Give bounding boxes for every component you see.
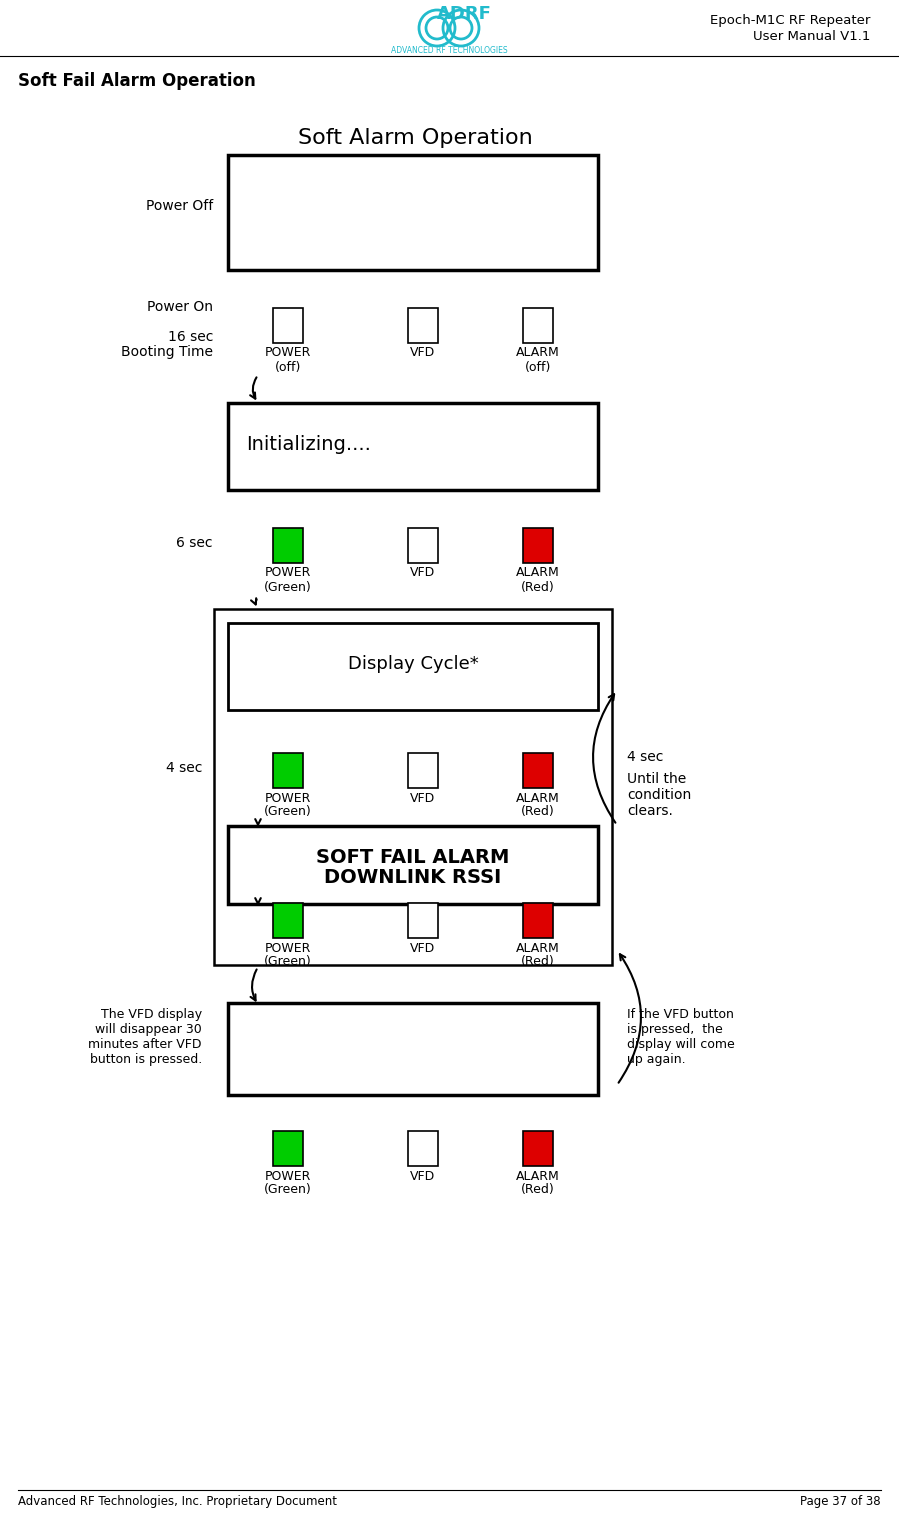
Bar (523, 308, 553, 342)
Text: (Red): (Red) (521, 1184, 555, 1196)
Text: Until the: Until the (627, 772, 686, 786)
Text: Epoch-M1C RF Repeater: Epoch-M1C RF Repeater (709, 14, 870, 27)
Text: ALARM: ALARM (516, 792, 560, 804)
Text: Initializing....: Initializing.... (246, 435, 371, 453)
Text: (Red): (Red) (521, 806, 555, 818)
Text: 16 sec: 16 sec (167, 330, 213, 343)
Text: ADRF: ADRF (437, 5, 492, 23)
Text: (Red): (Red) (521, 955, 555, 969)
Text: will disappear 30: will disappear 30 (95, 1022, 202, 1036)
Bar (228, 1003, 598, 1096)
Text: VFD: VFD (410, 346, 436, 360)
Text: up again.: up again. (627, 1053, 686, 1067)
Text: Page 37 of 38: Page 37 of 38 (800, 1495, 881, 1508)
Text: 4 sec: 4 sec (165, 761, 202, 775)
Bar (408, 1131, 438, 1166)
Text: 4 sec: 4 sec (627, 749, 663, 765)
Text: ADVANCED RF TECHNOLOGIES: ADVANCED RF TECHNOLOGIES (391, 46, 507, 55)
Bar (523, 528, 553, 563)
Text: VFD: VFD (410, 942, 436, 954)
Text: 6 sec: 6 sec (176, 536, 213, 549)
Text: POWER: POWER (265, 1169, 311, 1183)
Text: (Green): (Green) (264, 955, 312, 969)
Text: SOFT FAIL ALARM: SOFT FAIL ALARM (316, 848, 510, 867)
Bar (228, 156, 598, 270)
Text: ALARM: ALARM (516, 346, 560, 360)
Bar (273, 902, 303, 937)
Text: ALARM: ALARM (516, 942, 560, 954)
Text: ALARM: ALARM (516, 566, 560, 580)
Text: Soft Fail Alarm Operation: Soft Fail Alarm Operation (18, 72, 255, 90)
Bar (523, 752, 553, 787)
Text: VFD: VFD (410, 566, 436, 580)
Text: (Green): (Green) (264, 1184, 312, 1196)
Bar (523, 1131, 553, 1166)
Bar (408, 308, 438, 342)
Text: (off): (off) (525, 360, 551, 374)
Text: POWER: POWER (265, 566, 311, 580)
Text: Booting Time: Booting Time (121, 345, 213, 359)
Text: VFD: VFD (410, 1169, 436, 1183)
Text: The VFD display: The VFD display (101, 1009, 202, 1021)
Text: button is pressed.: button is pressed. (90, 1053, 202, 1067)
Bar (228, 403, 598, 490)
Bar (408, 752, 438, 787)
Text: (Green): (Green) (264, 580, 312, 594)
Text: display will come: display will come (627, 1038, 734, 1051)
Text: (Red): (Red) (521, 580, 555, 594)
Text: Soft Alarm Operation: Soft Alarm Operation (298, 128, 532, 148)
Text: condition: condition (627, 787, 691, 803)
Text: POWER: POWER (265, 346, 311, 360)
Text: (off): (off) (275, 360, 301, 374)
Bar (408, 902, 438, 937)
Text: POWER: POWER (265, 792, 311, 804)
Text: ALARM: ALARM (516, 1169, 560, 1183)
Text: Display Cycle*: Display Cycle* (348, 655, 478, 673)
Text: minutes after VFD: minutes after VFD (88, 1038, 202, 1051)
Bar (273, 528, 303, 563)
Bar (273, 1131, 303, 1166)
Bar (228, 623, 598, 710)
Text: (Green): (Green) (264, 806, 312, 818)
Bar (228, 826, 598, 903)
Text: clears.: clears. (627, 804, 672, 818)
Text: VFD: VFD (410, 792, 436, 804)
Bar (214, 609, 612, 964)
Bar (273, 752, 303, 787)
Text: Advanced RF Technologies, Inc. Proprietary Document: Advanced RF Technologies, Inc. Proprieta… (18, 1495, 337, 1508)
Bar (273, 308, 303, 342)
Text: Power Off: Power Off (146, 198, 213, 214)
Text: POWER: POWER (265, 942, 311, 954)
Text: If the VFD button: If the VFD button (627, 1009, 734, 1021)
Text: Power On: Power On (147, 301, 213, 314)
Text: is pressed,  the: is pressed, the (627, 1022, 723, 1036)
Text: DOWNLINK RSSI: DOWNLINK RSSI (325, 868, 502, 887)
Bar (523, 902, 553, 937)
Bar (408, 528, 438, 563)
Text: User Manual V1.1: User Manual V1.1 (752, 31, 870, 43)
